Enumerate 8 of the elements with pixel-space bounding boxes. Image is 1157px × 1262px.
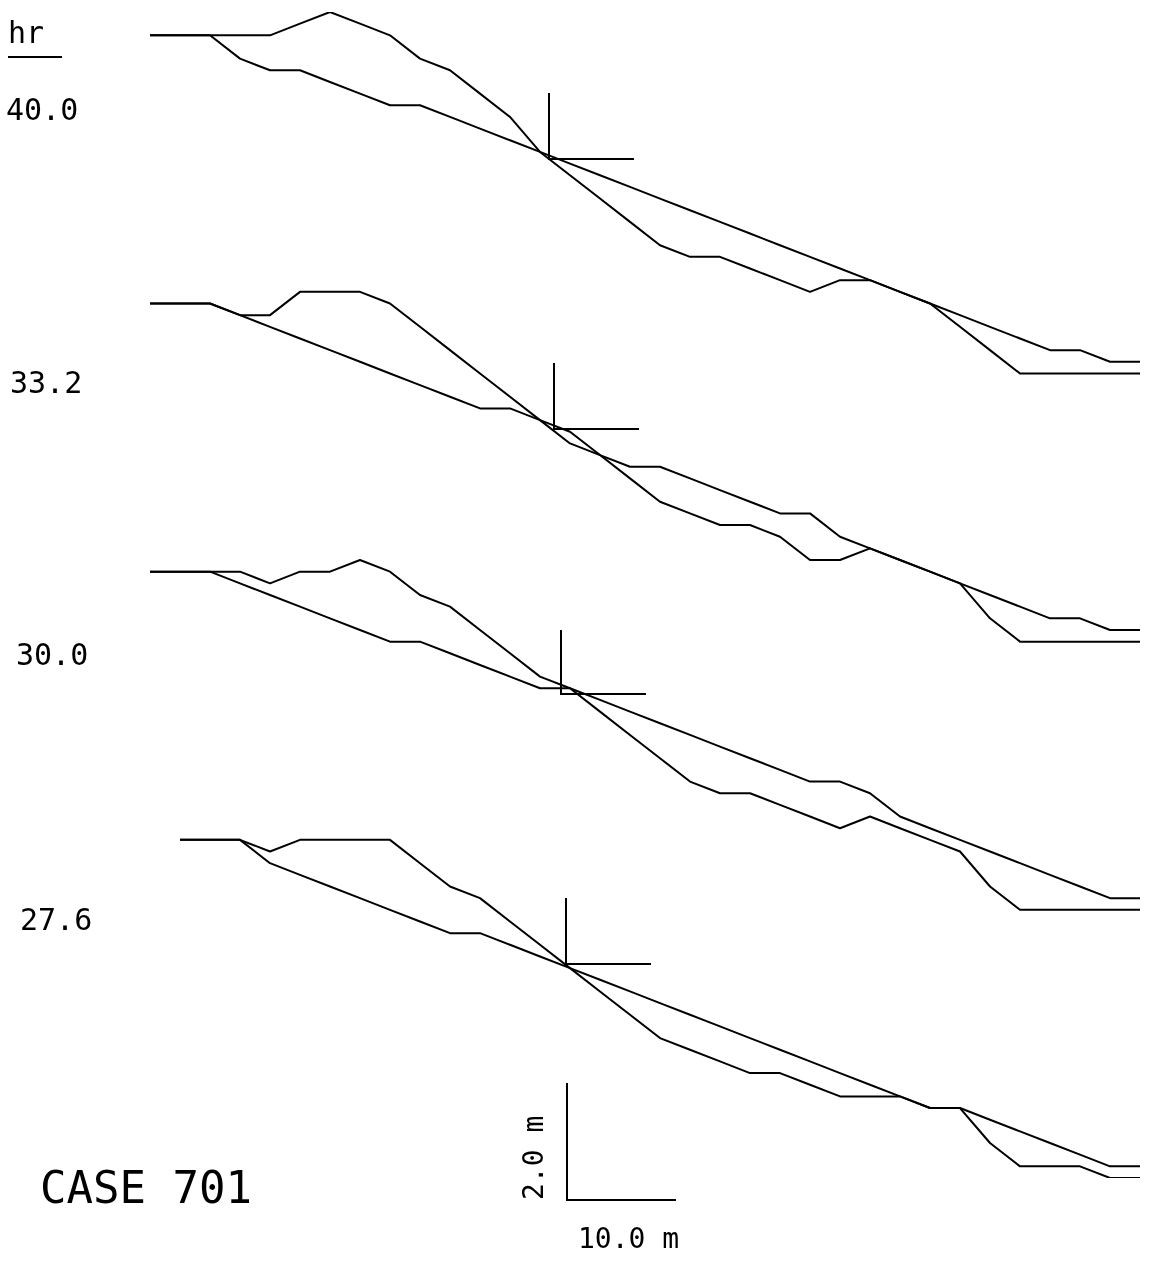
text: 30.0 — [16, 637, 89, 672]
annotation: 2.0 m — [517, 1115, 550, 1200]
text: 40.0 — [6, 92, 79, 127]
text: hr — [8, 15, 63, 58]
annotation: CASE 701 — [40, 1162, 252, 1213]
text: 10.0 m — [578, 1222, 680, 1255]
text: 27.6 — [20, 902, 93, 937]
text: 33.2 — [10, 365, 83, 400]
